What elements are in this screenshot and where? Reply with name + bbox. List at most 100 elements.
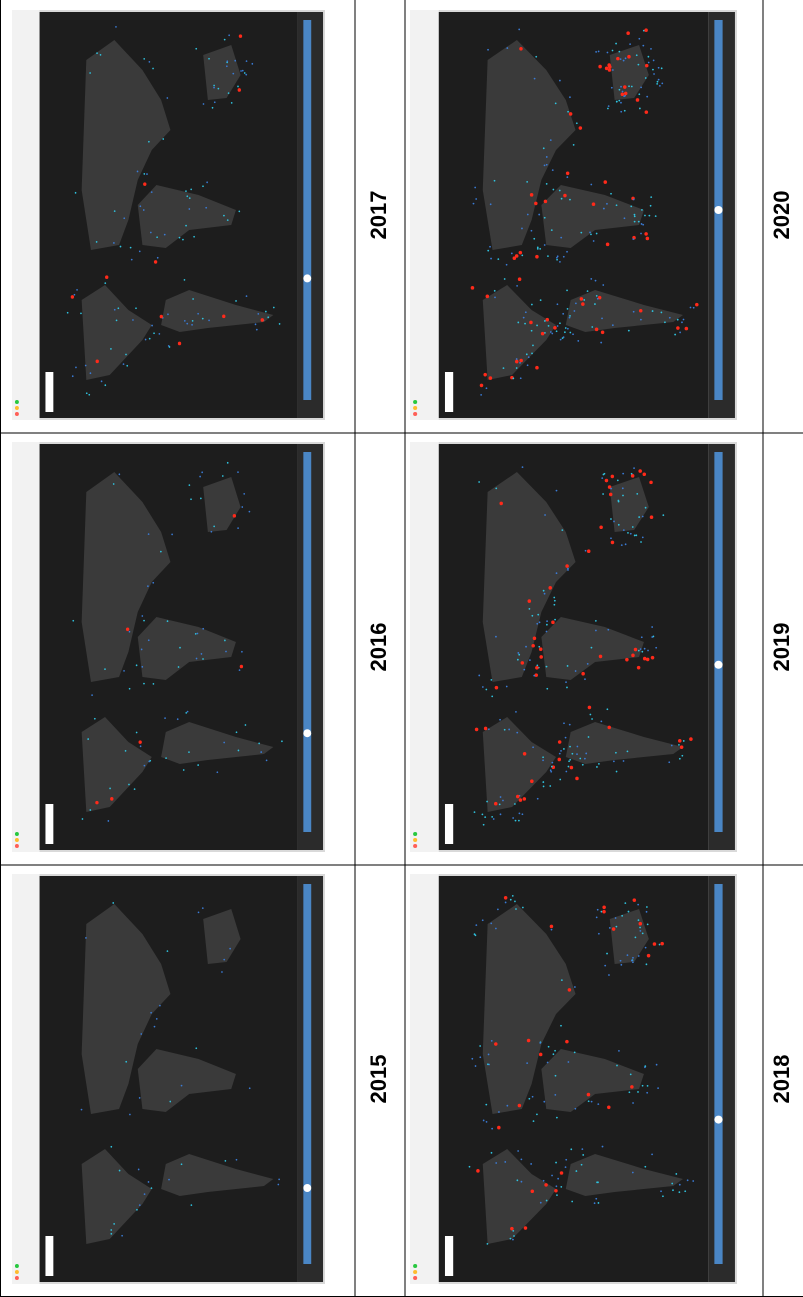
activity-dot <box>630 1073 632 1075</box>
activity-dot <box>75 367 77 369</box>
activity-dot <box>567 111 569 113</box>
activity-dot <box>190 498 192 500</box>
year-label: 2020 <box>769 191 794 240</box>
activity-dot <box>551 762 553 764</box>
activity-dot <box>640 319 642 321</box>
activity-dot <box>584 678 586 680</box>
activity-dot <box>558 758 562 762</box>
window-button <box>15 1264 19 1268</box>
activity-dot <box>642 932 644 934</box>
activity-dot <box>141 615 143 617</box>
activity-dot <box>500 796 502 798</box>
activity-dot <box>529 321 533 325</box>
activity-dot <box>148 141 150 143</box>
activity-dot <box>506 47 508 49</box>
activity-dot <box>565 564 569 568</box>
activity-dot <box>95 801 98 805</box>
activity-dot <box>679 1184 681 1186</box>
activity-dot <box>664 321 666 323</box>
timeline-handle <box>303 1184 311 1192</box>
activity-dot <box>583 299 585 301</box>
activity-dot <box>90 372 92 374</box>
activity-dot <box>622 473 624 475</box>
activity-dot <box>674 334 676 336</box>
activity-dot <box>628 911 630 913</box>
activity-dot <box>541 332 545 336</box>
activity-dot <box>684 1190 686 1192</box>
activity-dot <box>563 194 567 198</box>
activity-dot <box>279 323 281 325</box>
activity-dot <box>528 1098 530 1100</box>
activity-dot <box>576 122 578 124</box>
activity-dot <box>141 649 143 651</box>
activity-dot <box>531 615 533 617</box>
activity-dot <box>657 1087 659 1089</box>
activity-dot <box>571 1201 573 1203</box>
activity-dot <box>563 722 565 724</box>
activity-dot <box>624 902 626 904</box>
activity-dot <box>639 922 643 926</box>
activity-dot <box>553 604 555 606</box>
activity-dot <box>641 636 643 638</box>
activity-dot <box>645 77 647 79</box>
activity-dot <box>597 909 599 911</box>
activity-dot <box>510 1227 514 1231</box>
activity-dot <box>638 955 640 957</box>
activity-dot <box>571 753 573 755</box>
activity-dot <box>565 771 567 773</box>
activity-dot <box>139 1204 141 1206</box>
activity-dot <box>522 813 524 815</box>
activity-dot <box>277 1184 279 1186</box>
activity-dot <box>569 746 571 748</box>
activity-dot <box>556 330 558 332</box>
activity-dot <box>633 898 637 902</box>
activity-dot <box>143 58 145 60</box>
activity-dot <box>574 1052 576 1054</box>
timeline-handle <box>714 661 722 669</box>
activity-dot <box>601 477 603 479</box>
activity-dot <box>604 965 606 967</box>
activity-dot <box>515 711 517 713</box>
activity-dot <box>129 688 131 690</box>
activity-dot <box>605 479 609 483</box>
activity-dot <box>550 331 552 333</box>
search-box <box>445 372 453 412</box>
activity-dot <box>139 1097 141 1099</box>
activity-dot <box>495 1162 497 1164</box>
activity-dot <box>683 740 685 742</box>
activity-dot <box>559 80 561 82</box>
activity-dot <box>531 1189 535 1193</box>
activity-dot <box>480 384 484 388</box>
activity-dot <box>181 1163 183 1165</box>
activity-dot <box>515 820 517 822</box>
activity-dot <box>225 651 227 653</box>
activity-dot <box>146 173 148 175</box>
activity-dot <box>679 758 681 760</box>
activity-dot <box>150 1012 152 1014</box>
activity-dot <box>476 1169 480 1173</box>
activity-dot <box>140 1033 142 1035</box>
activity-dot <box>521 254 523 256</box>
activity-dot <box>545 318 549 322</box>
activity-dot <box>625 543 627 545</box>
activity-dot <box>110 797 113 801</box>
activity-dot <box>632 961 634 963</box>
activity-dot <box>116 319 118 321</box>
screenshot <box>410 10 737 420</box>
activity-dot <box>226 60 228 62</box>
activity-dot <box>232 73 234 75</box>
activity-dot <box>121 1235 123 1237</box>
activity-dot <box>607 108 609 110</box>
activity-dot <box>533 636 537 640</box>
activity-dot <box>150 232 152 234</box>
activity-dot <box>546 620 548 622</box>
activity-dot <box>560 1186 562 1188</box>
activity-dot <box>549 785 551 787</box>
activity-dot <box>153 683 155 685</box>
activity-dot <box>547 1062 549 1064</box>
activity-dot <box>517 322 519 324</box>
activity-dot <box>652 310 654 312</box>
activity-dot <box>526 1062 528 1064</box>
search-box <box>45 804 53 844</box>
activity-dot <box>627 750 629 752</box>
